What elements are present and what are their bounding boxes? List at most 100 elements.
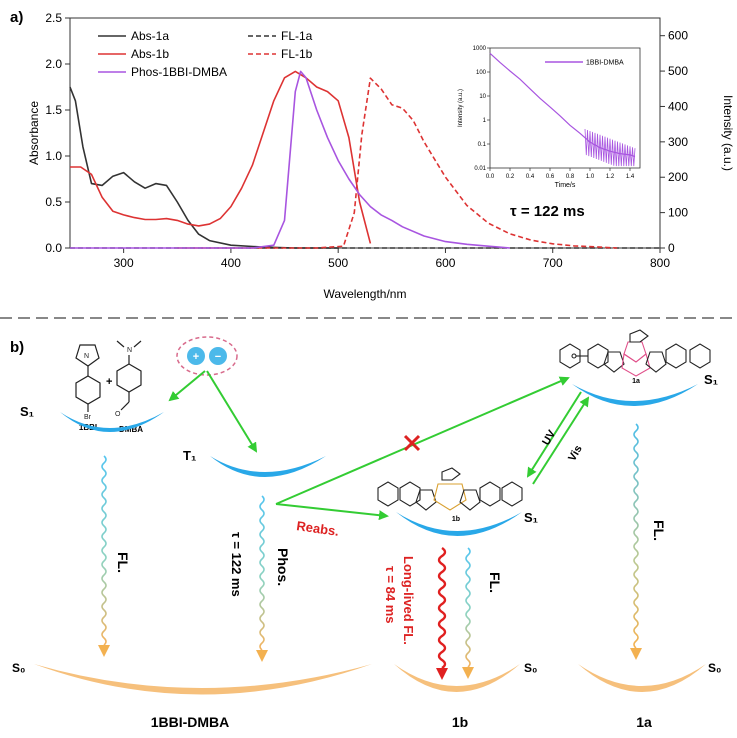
y-axis-ticks: 0.0 0.5 1.0 1.5 2.0 2.5 <box>45 11 70 255</box>
phos-label: Phos. <box>275 548 291 586</box>
s1-label-1a: S₁ <box>704 372 718 387</box>
series-phos-1bbi-dmba <box>70 70 510 249</box>
fl-label-1a: FL. <box>651 520 667 541</box>
legend-label: FL-1a <box>281 29 313 43</box>
s0-state-1a <box>578 664 706 692</box>
acceptor-label: DMBA <box>119 425 143 434</box>
fl-wave-1b <box>465 547 471 668</box>
uv-arrow <box>526 391 582 478</box>
s1-label-donor: S₁ <box>20 404 34 419</box>
donor-molecule: N Br <box>75 344 101 421</box>
t1-state <box>210 456 326 477</box>
fl-wave-donor-head <box>98 645 110 657</box>
inset-x-tick-label: 0.6 <box>546 174 555 180</box>
inset-y-tick-label: 1000 <box>473 46 487 52</box>
inset-x-tick-label: 1.4 <box>626 174 635 180</box>
x-tick-label: 600 <box>435 256 455 270</box>
legend-label: Phos-1BBI-DMBA <box>131 65 227 79</box>
legend-label: FL-1b <box>281 47 313 61</box>
s0-label-1a: S₀ <box>708 661 721 675</box>
y2-tick-label: 200 <box>668 170 688 184</box>
energy-transfer-arrows <box>168 370 590 521</box>
inset-y-tick-label: 10 <box>479 94 486 100</box>
fl-wave-1b-head <box>462 667 474 679</box>
y-tick-label: 1.0 <box>45 149 62 163</box>
closed-isomer-molecule <box>559 329 711 377</box>
fl-wave-1a-head <box>630 648 642 660</box>
inset-x-tick-label: 0.4 <box>526 174 535 180</box>
inset-series-decay <box>489 52 636 158</box>
y2-axis-label: Intensity (a.u.) <box>721 95 735 171</box>
s1-label-1b: S₁ <box>524 510 538 525</box>
svg-text:N: N <box>84 353 89 360</box>
y2-tick-label: 0 <box>668 241 675 255</box>
x-tick-label: 800 <box>650 256 670 270</box>
inset-x-tick-label: 1.2 <box>606 174 615 180</box>
phos-wave-head <box>256 650 268 662</box>
fl-wave-donor <box>101 455 107 646</box>
blocked-transfer-arrow <box>275 376 570 505</box>
vis-arrow <box>532 396 590 485</box>
t1-label: T₁ <box>183 448 196 463</box>
open-isomer-label: 1b <box>452 516 460 523</box>
panel-a-label: a) <box>10 9 23 26</box>
fl-wave-1a <box>633 423 639 649</box>
main-series <box>69 70 660 249</box>
panel-b: b) N Br 1BBI + N O DMBA <box>10 329 721 730</box>
reabs-label: Reabs. <box>296 518 340 539</box>
inset-plot: 0.0 0.2 0.4 0.6 0.8 1.0 1.2 1.4 0.01 0.1 1 10 100 100… <box>458 46 641 220</box>
svg-text:Br: Br <box>84 414 92 421</box>
inset-x-tick-label: 0.2 <box>506 174 515 180</box>
isc-arrow-triplet <box>206 370 258 453</box>
y-tick-label: 2.5 <box>45 11 62 25</box>
series-abs-1b <box>70 70 372 244</box>
plot-frame <box>69 17 661 249</box>
y2-tick-label: 100 <box>668 206 688 220</box>
reabsorption-arrow <box>275 503 389 521</box>
s0-state-donor <box>34 664 372 695</box>
y-tick-label: 0.0 <box>45 241 62 255</box>
legend-label: Abs-1a <box>131 29 169 43</box>
y-tick-label: 1.5 <box>45 103 62 117</box>
fl-label-1b: FL. <box>487 572 503 593</box>
closed-isomer-label: 1a <box>632 378 640 385</box>
long-tau-label: τ = 84 ms <box>383 566 398 623</box>
y2-tick-label: 400 <box>668 99 688 113</box>
panel-a: a) 300 400 500 600 700 800 0.0 0.5 1.0 1.5 2.0 2.5… <box>10 9 735 301</box>
inset-series <box>489 52 636 167</box>
y2-tick-label: 600 <box>668 29 688 43</box>
svg-text:+: + <box>193 351 199 363</box>
s1-state-1a <box>572 384 698 406</box>
inset-noise-tail <box>584 128 636 167</box>
series-abs-1a <box>69 86 339 249</box>
ion-pair-icon: + − <box>176 336 238 376</box>
long-fl-wave-head <box>436 668 448 680</box>
x-tick-label: 700 <box>543 256 563 270</box>
svg-text:O: O <box>115 411 121 418</box>
y2-tick-label: 300 <box>668 135 688 149</box>
svg-text:−: − <box>215 351 221 363</box>
inset-y-tick-label: 0.1 <box>478 142 487 148</box>
s0-state-1b <box>394 664 520 692</box>
fl-label-donor: FL. <box>115 552 131 573</box>
phos-tau-label: τ = 122 ms <box>229 532 244 597</box>
y-axis-label: Absorbance <box>27 101 41 165</box>
x-axis-ticks: 300 400 500 600 700 800 <box>114 248 670 270</box>
system-label: 1BBI-DMBA <box>151 714 230 730</box>
y-tick-label: 0.5 <box>45 195 62 209</box>
svg-text:N: N <box>127 347 132 354</box>
s1-state-donor <box>60 412 164 432</box>
inset-y-tick-label: 0.01 <box>474 166 486 172</box>
y-tick-label: 2.0 <box>45 57 62 71</box>
vis-label: Vis <box>566 443 585 463</box>
inset-y-tick-label: 1 <box>483 118 487 124</box>
inset-x-tick-label: 0.0 <box>486 174 495 180</box>
inset-ticks: 0.0 0.2 0.4 0.6 0.8 1.0 1.2 1.4 0.01 0.1 1 10 100 100… <box>473 46 635 180</box>
s0-label-donor: S₀ <box>12 661 25 675</box>
legend-label: Abs-1b <box>131 47 169 61</box>
acceptor-molecule: N O <box>115 340 142 418</box>
inset-x-tick-label: 1.0 <box>586 174 595 180</box>
inset-legend-label: 1BBI-DMBA <box>586 60 624 67</box>
bottom-label-1b: 1b <box>452 714 468 730</box>
